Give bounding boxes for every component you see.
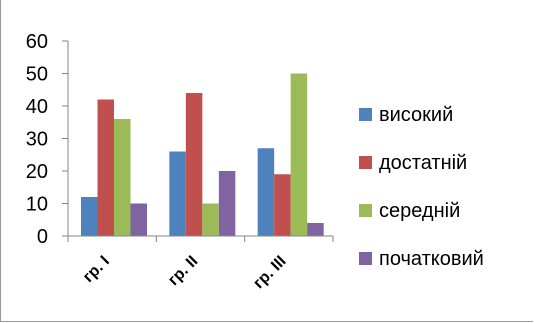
legend-label: початковий [379,248,484,270]
x-category-label: гр. ІІІ [250,253,289,292]
legend-swatch [359,204,372,217]
legend-swatch [359,108,372,121]
legend-label: високий [379,104,453,126]
x-axis: гр. І гр. ІІ гр. ІІІ [67,235,334,292]
legend-label: достатній [379,152,467,174]
bar-середній-3 [290,73,308,236]
y-tick-label: 60 [26,31,48,53]
y-tick-label: 40 [26,96,48,118]
bar-початковий-3 [307,223,324,236]
bar-середній-1 [114,119,131,236]
legend: високий достатній середній початковий [359,104,484,270]
bar-початковий-1 [130,203,147,236]
legend-item: достатній [359,152,467,174]
legend-label: середній [379,200,460,222]
y-tick-label: 50 [26,64,48,86]
bar-високий-3 [257,148,275,236]
bars [81,73,324,236]
y-tick-label: 10 [26,194,48,216]
legend-item: початковий [359,248,484,270]
y-tick-label: 30 [26,129,48,151]
bar-початковий-2 [218,171,236,236]
y-tick-label: 0 [37,226,48,248]
bar-достатній-1 [97,99,114,236]
y-tick-label: 20 [26,161,48,183]
legend-swatch [359,156,372,169]
legend-item: високий [359,104,453,126]
bar-середній-2 [202,203,219,236]
legend-swatch [359,252,372,265]
bar-достатній-3 [274,174,291,236]
x-category-label: гр. ІІ [165,253,201,289]
x-category-label: гр. І [80,253,113,286]
bar-високий-2 [169,151,186,236]
legend-item: середній [359,200,460,222]
y-axis: 0 10 20 30 40 50 60 [26,31,69,248]
bar-достатній-2 [185,93,203,236]
bar-високий-1 [81,197,98,236]
